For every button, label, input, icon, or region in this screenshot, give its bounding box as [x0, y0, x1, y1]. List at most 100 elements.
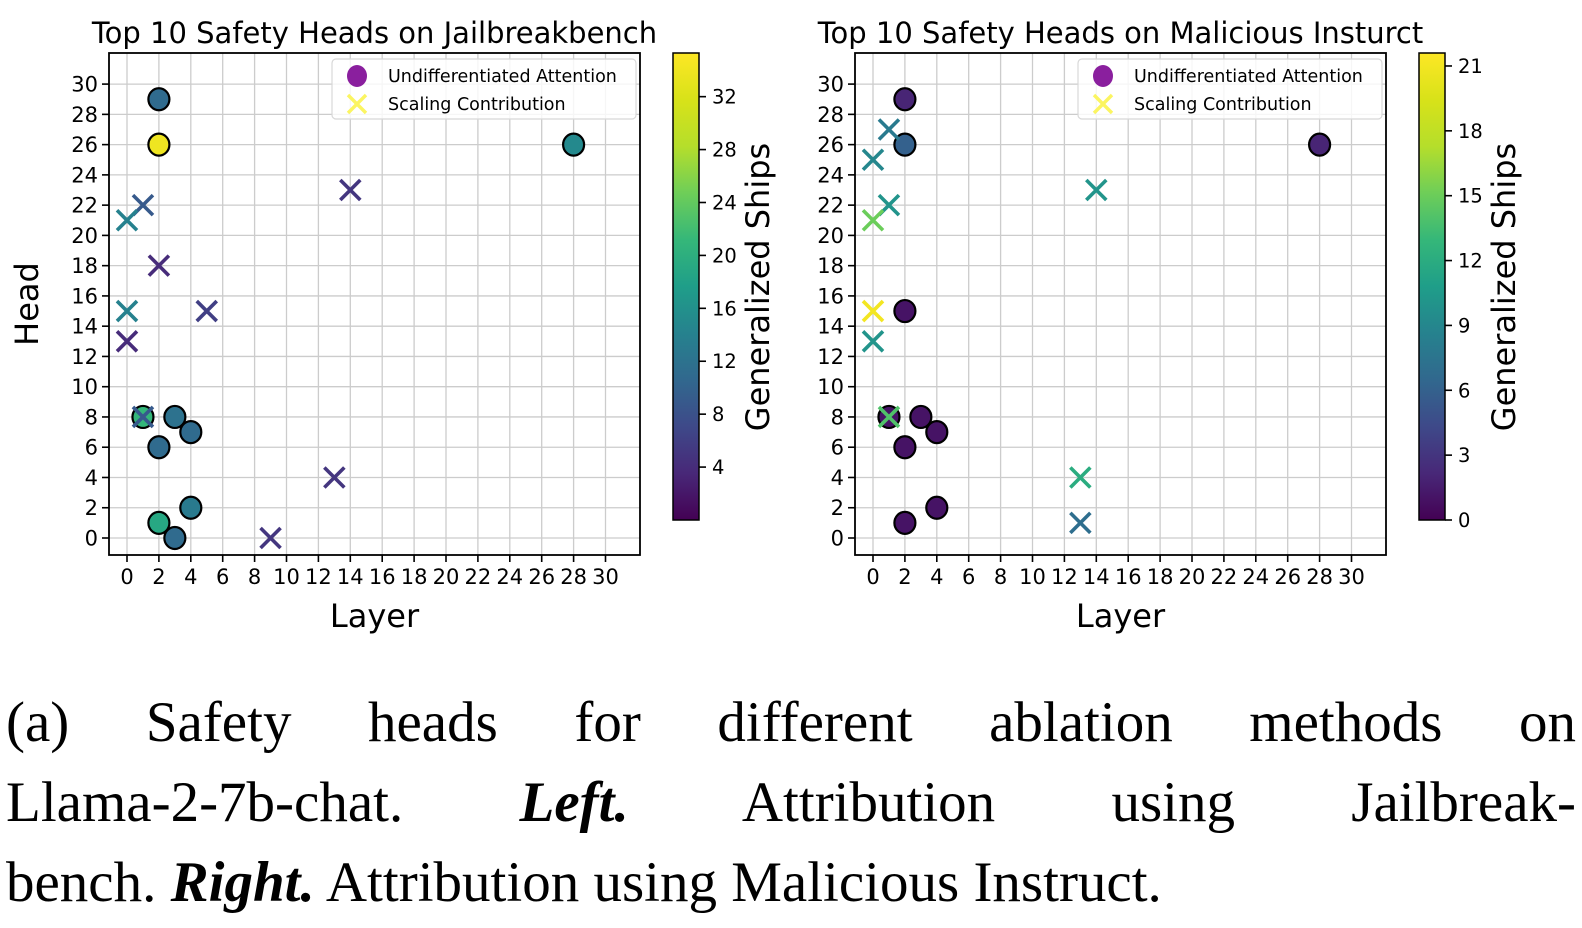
x-tick-label: 20 — [1179, 565, 1206, 589]
y-tick-label: 16 — [817, 284, 844, 308]
colorbar-tick-label: 24 — [712, 191, 737, 214]
colorbar-tick-label: 0 — [1458, 509, 1470, 532]
y-tick-label: 24 — [71, 163, 98, 187]
attention-head-point — [561, 132, 586, 157]
colorbar-tick-label: 18 — [1458, 120, 1483, 143]
attention-head-point — [893, 87, 917, 112]
x-marker-point — [115, 330, 139, 353]
x-tick-label: 6 — [962, 565, 975, 589]
chart-title: Top 10 Safety Heads on Malicious Insturc… — [817, 16, 1424, 50]
caption-right-label: Right. — [170, 851, 315, 914]
attention-head-point — [163, 404, 187, 430]
x-tick-label: 6 — [216, 565, 229, 589]
attention-head-point — [179, 495, 203, 520]
x-tick-label: 8 — [994, 565, 1007, 589]
x-tick-label: 16 — [369, 565, 396, 589]
caption-text: (a) Safety heads for different ablation … — [6, 691, 1576, 754]
colorbar-tick-label: 20 — [712, 244, 737, 267]
grid — [855, 53, 1386, 555]
x-tick-label: 18 — [401, 565, 428, 589]
x-tick-label: 14 — [337, 565, 364, 589]
x-tick-label: 22 — [465, 565, 492, 589]
y-tick-label: 8 — [831, 405, 844, 429]
colorbar-tick-label: 32 — [712, 86, 737, 109]
y-tick-label: 24 — [817, 163, 844, 187]
x-marker-point — [1069, 511, 1092, 535]
colorbar-tick-label: 21 — [1458, 55, 1483, 78]
y-tick-label: 8 — [85, 405, 98, 429]
y-tick-label: 28 — [71, 103, 98, 127]
attention-head-point — [925, 495, 949, 520]
x-marker-point — [1085, 178, 1108, 202]
y-tick-label: 20 — [817, 224, 844, 248]
x-tick-label: 4 — [930, 565, 943, 589]
colorbar-gradient — [1418, 52, 1446, 521]
x-tick-label: 22 — [1211, 565, 1238, 589]
attention-head-point — [893, 435, 917, 460]
x-marker-point — [195, 299, 219, 323]
attention-head-point — [909, 404, 933, 430]
y-tick-label: 30 — [817, 73, 844, 97]
left-subplot: 0 2 4 6 8 10 12 14 16 18 20 22 24 26 28 30 0 2 4 6 8 10 12 14 16… — [0, 0, 791, 655]
x-axis-label: Layer — [1076, 597, 1166, 635]
x-tick-label: 0 — [866, 565, 879, 589]
x-tick-label: 4 — [184, 565, 197, 589]
figure-panel-a: 0 2 4 6 8 10 12 14 16 18 20 22 24 26 28 30 0 2 4 6 8 10 12 14 16… — [0, 0, 1523, 655]
legend-x-marker — [346, 93, 368, 115]
chart-title: Top 10 Safety Heads on Jailbreakbench — [91, 16, 657, 50]
colorbar-label: Generalized Ships — [739, 143, 777, 431]
x-tick-label: 20 — [433, 565, 460, 589]
colorbar-tick-label: 3 — [1458, 444, 1470, 467]
attention-head-point — [1307, 132, 1332, 157]
scatter-points — [115, 87, 586, 551]
x-marker-point — [115, 299, 139, 323]
caption-text: Attribution using Jailbreak- — [628, 771, 1576, 834]
attention-head-point — [893, 132, 917, 157]
x-tick-label: 2 — [898, 565, 911, 589]
x-marker-point — [861, 330, 885, 353]
caption-text: bench. — [6, 851, 171, 914]
x-marker-point — [1069, 466, 1092, 489]
x-tick-label: 16 — [1115, 565, 1142, 589]
caption-line-2: Llama-2-7b-chat. Left. Attribution using… — [6, 763, 1576, 843]
left-chart-jailbreakbench: 0 2 4 6 8 10 12 14 16 18 20 22 24 26 28 300246810121416… — [8, 16, 777, 635]
caption-text: Attribution using Malicious Instruct. — [314, 851, 1162, 914]
x-tick-label: 2 — [152, 565, 165, 589]
axes: 0 2 4 6 8 10 12 14 16 18 20 22 24 26 28 300246810121416… — [817, 16, 1424, 635]
colorbar: 0 3 6 9 12 15 18 21 Generalized Ships — [1418, 52, 1523, 532]
legend-label-scaling-contribution: Scaling Contribution — [1134, 95, 1312, 115]
axes: 0 2 4 6 8 10 12 14 16 18 20 22 24 26 28 300246810121416… — [8, 16, 657, 635]
y-tick-label: 20 — [71, 224, 98, 248]
x-axis-label: Layer — [330, 597, 420, 635]
colorbar-tick-label: 4 — [712, 456, 724, 479]
x-tick-label: 28 — [1306, 565, 1333, 589]
y-tick-label: 26 — [817, 133, 844, 157]
x-marker-point — [115, 208, 139, 232]
x-tick-label: 24 — [1242, 565, 1269, 589]
attention-head-point — [925, 419, 949, 445]
grid — [109, 53, 640, 555]
y-tick-label: 14 — [817, 315, 844, 339]
y-tick-label: 16 — [71, 284, 98, 308]
legend-box — [1077, 58, 1383, 120]
colorbar-tick-label: 12 — [712, 350, 737, 373]
y-tick-label: 2 — [831, 496, 844, 520]
y-axis-label: Head — [8, 262, 46, 346]
attention-head-point — [163, 525, 187, 551]
x-tick-label: 28 — [560, 565, 587, 589]
x-marker-point — [131, 405, 155, 429]
y-tick-label: 0 — [85, 527, 98, 551]
x-marker-point — [259, 526, 282, 550]
x-tick-label: 30 — [592, 565, 619, 589]
x-marker-point — [323, 466, 346, 489]
scatter-points — [861, 87, 1332, 535]
y-tick-label: 4 — [85, 466, 98, 490]
x-marker-point — [861, 208, 885, 232]
legend-label-undifferentiated-attention: Undifferentiated Attention — [388, 67, 617, 87]
x-tick-label: 12 — [1051, 565, 1078, 589]
plot-border — [108, 52, 641, 556]
colorbar-tick-label: 9 — [1458, 314, 1470, 337]
colorbar-tick-label: 12 — [1458, 250, 1483, 273]
caption-line-3: bench. Right. Attribution using Maliciou… — [6, 843, 1576, 923]
x-marker-point — [877, 118, 901, 141]
